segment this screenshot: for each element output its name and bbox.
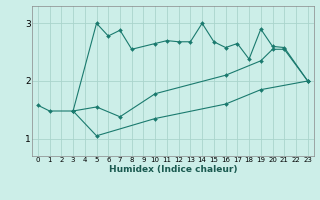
X-axis label: Humidex (Indice chaleur): Humidex (Indice chaleur)	[108, 165, 237, 174]
